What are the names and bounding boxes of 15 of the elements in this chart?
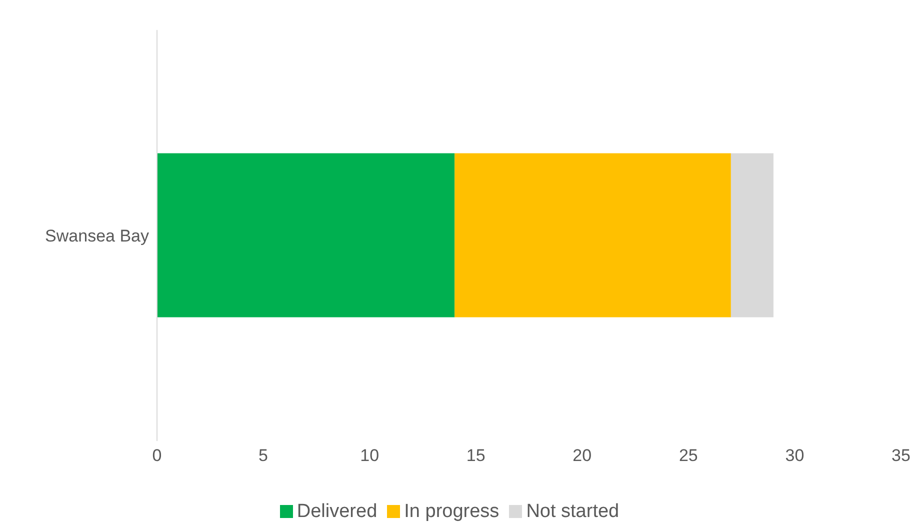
bar xyxy=(157,153,455,318)
x-tick-label: 15 xyxy=(466,446,486,466)
x-tick-label: 25 xyxy=(678,446,698,466)
x-tick-label: 10 xyxy=(360,446,380,466)
y-tick-label: Swansea Bay xyxy=(45,226,150,246)
bar xyxy=(454,153,731,318)
x-tick-label: 0 xyxy=(152,446,162,466)
x-tick-label: 35 xyxy=(892,446,910,466)
x-tick-label: 20 xyxy=(572,446,592,466)
legend-label: In progress xyxy=(404,501,500,522)
legend-label: Delivered xyxy=(296,501,378,522)
bar xyxy=(730,153,774,318)
x-tick-label: 5 xyxy=(258,446,268,466)
legend-label: Not started xyxy=(526,501,620,522)
x-tick-label: 30 xyxy=(785,446,804,466)
